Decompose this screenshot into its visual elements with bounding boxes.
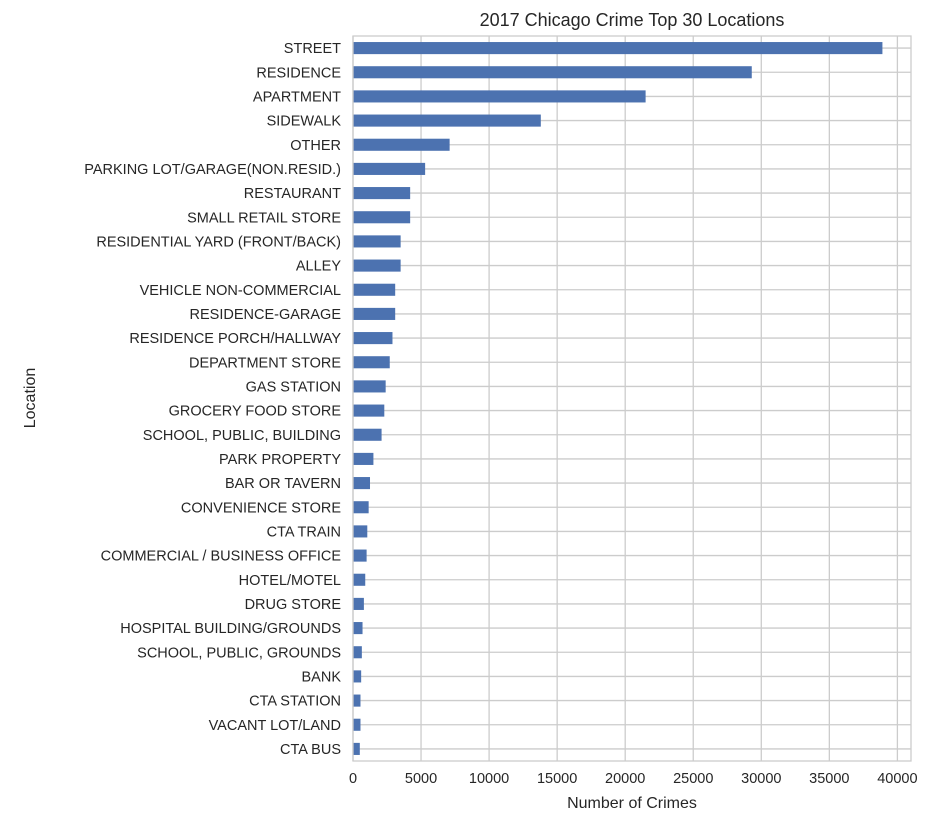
- y-tick-label: HOSPITAL BUILDING/GROUNDS: [120, 621, 341, 637]
- y-tick-label: SMALL RETAIL STORE: [187, 210, 341, 226]
- y-tick-label: BAR OR TAVERN: [225, 476, 341, 492]
- y-tick-label: RESIDENTIAL YARD (FRONT/BACK): [96, 234, 341, 250]
- bar: [353, 42, 883, 55]
- bar: [353, 670, 362, 683]
- x-tick-labels: 0 5000 10000 15000 20000 25000 30000 35000 40000: [349, 771, 918, 787]
- bar: [353, 90, 646, 103]
- y-tick-label: VACANT LOT/LAND: [209, 718, 341, 734]
- y-tick-label: SCHOOL, PUBLIC, GROUNDS: [137, 645, 341, 661]
- y-tick-label: COMMERCIAL / BUSINESS OFFICE: [101, 549, 342, 565]
- y-tick-label: CTA STATION: [249, 694, 341, 710]
- y-tick-label: CTA TRAIN: [267, 524, 341, 540]
- bar: [353, 259, 401, 272]
- bar: [353, 211, 411, 224]
- x-tick-label: 30000: [741, 771, 781, 787]
- bar: [353, 138, 450, 151]
- bar: [353, 356, 390, 369]
- y-tick-label: BANK: [302, 669, 342, 685]
- y-tick-label: VEHICLE NON-COMMERCIAL: [140, 283, 341, 299]
- bar: [353, 332, 393, 345]
- bar: [353, 694, 361, 707]
- bar: [353, 404, 385, 417]
- y-tick-label: ALLEY: [296, 259, 341, 275]
- bar: [353, 622, 363, 635]
- y-tick-label: HOTEL/MOTEL: [239, 573, 341, 589]
- bar: [353, 162, 426, 175]
- x-tick-label: 10000: [469, 771, 509, 787]
- x-tick-label: 20000: [605, 771, 645, 787]
- bar: [353, 452, 374, 465]
- y-tick-label: GAS STATION: [246, 379, 341, 395]
- bar: [353, 501, 369, 514]
- y-tick-label: GROCERY FOOD STORE: [169, 404, 342, 420]
- y-tick-label: RESTAURANT: [244, 186, 341, 202]
- y-axis-label: Location: [22, 368, 39, 429]
- bar: [353, 742, 360, 755]
- y-tick-label: APARTMENT: [253, 89, 341, 105]
- bar: [353, 428, 382, 441]
- bar: [353, 477, 371, 490]
- bar: [353, 66, 752, 79]
- y-tick-label: SIDEWALK: [267, 114, 342, 130]
- bar: [353, 114, 541, 127]
- y-tick-label: DEPARTMENT STORE: [189, 355, 341, 371]
- y-tick-label: OTHER: [290, 138, 341, 154]
- y-tick-label: DRUG STORE: [245, 597, 342, 613]
- grid-layer: [352, 36, 911, 761]
- chart-title: 2017 Chicago Crime Top 30 Locations: [480, 10, 785, 30]
- y-tick-label: PARKING LOT/GARAGE(NON.RESID.): [84, 162, 341, 178]
- y-tick-labels: STREET RESIDENCE APARTMENT SIDEWALK OTHER PAR…: [84, 41, 341, 758]
- y-tick-label: RESIDENCE: [256, 65, 341, 81]
- y-tick-label: CTA BUS: [280, 742, 341, 758]
- bar: [353, 187, 411, 200]
- y-tick-label: RESIDENCE-GARAGE: [190, 307, 342, 323]
- x-tick-label: 35000: [809, 771, 849, 787]
- y-tick-label: CONVENIENCE STORE: [181, 500, 341, 516]
- x-tick-label: 40000: [877, 771, 917, 787]
- bar: [353, 307, 396, 320]
- bar: [353, 573, 366, 586]
- x-tick-label: 5000: [405, 771, 437, 787]
- bar: [353, 549, 367, 562]
- plot-frame: [352, 35, 912, 762]
- y-tick-label: STREET: [284, 41, 341, 57]
- bar-layer: [353, 42, 883, 755]
- x-tick-label: 0: [349, 771, 357, 787]
- bar: [353, 646, 362, 659]
- bar: [353, 380, 386, 393]
- bar: [353, 525, 368, 538]
- bar: [353, 235, 401, 248]
- x-tick-label: 25000: [673, 771, 713, 787]
- y-tick-label: RESIDENCE PORCH/HALLWAY: [129, 331, 341, 347]
- bar: [353, 597, 364, 610]
- x-axis-label: Number of Crimes: [567, 795, 697, 812]
- bar: [353, 283, 396, 296]
- y-tick-label: PARK PROPERTY: [219, 452, 341, 468]
- x-tick-label: 15000: [537, 771, 577, 787]
- bar: [353, 718, 361, 731]
- y-tick-label: SCHOOL, PUBLIC, BUILDING: [143, 428, 341, 444]
